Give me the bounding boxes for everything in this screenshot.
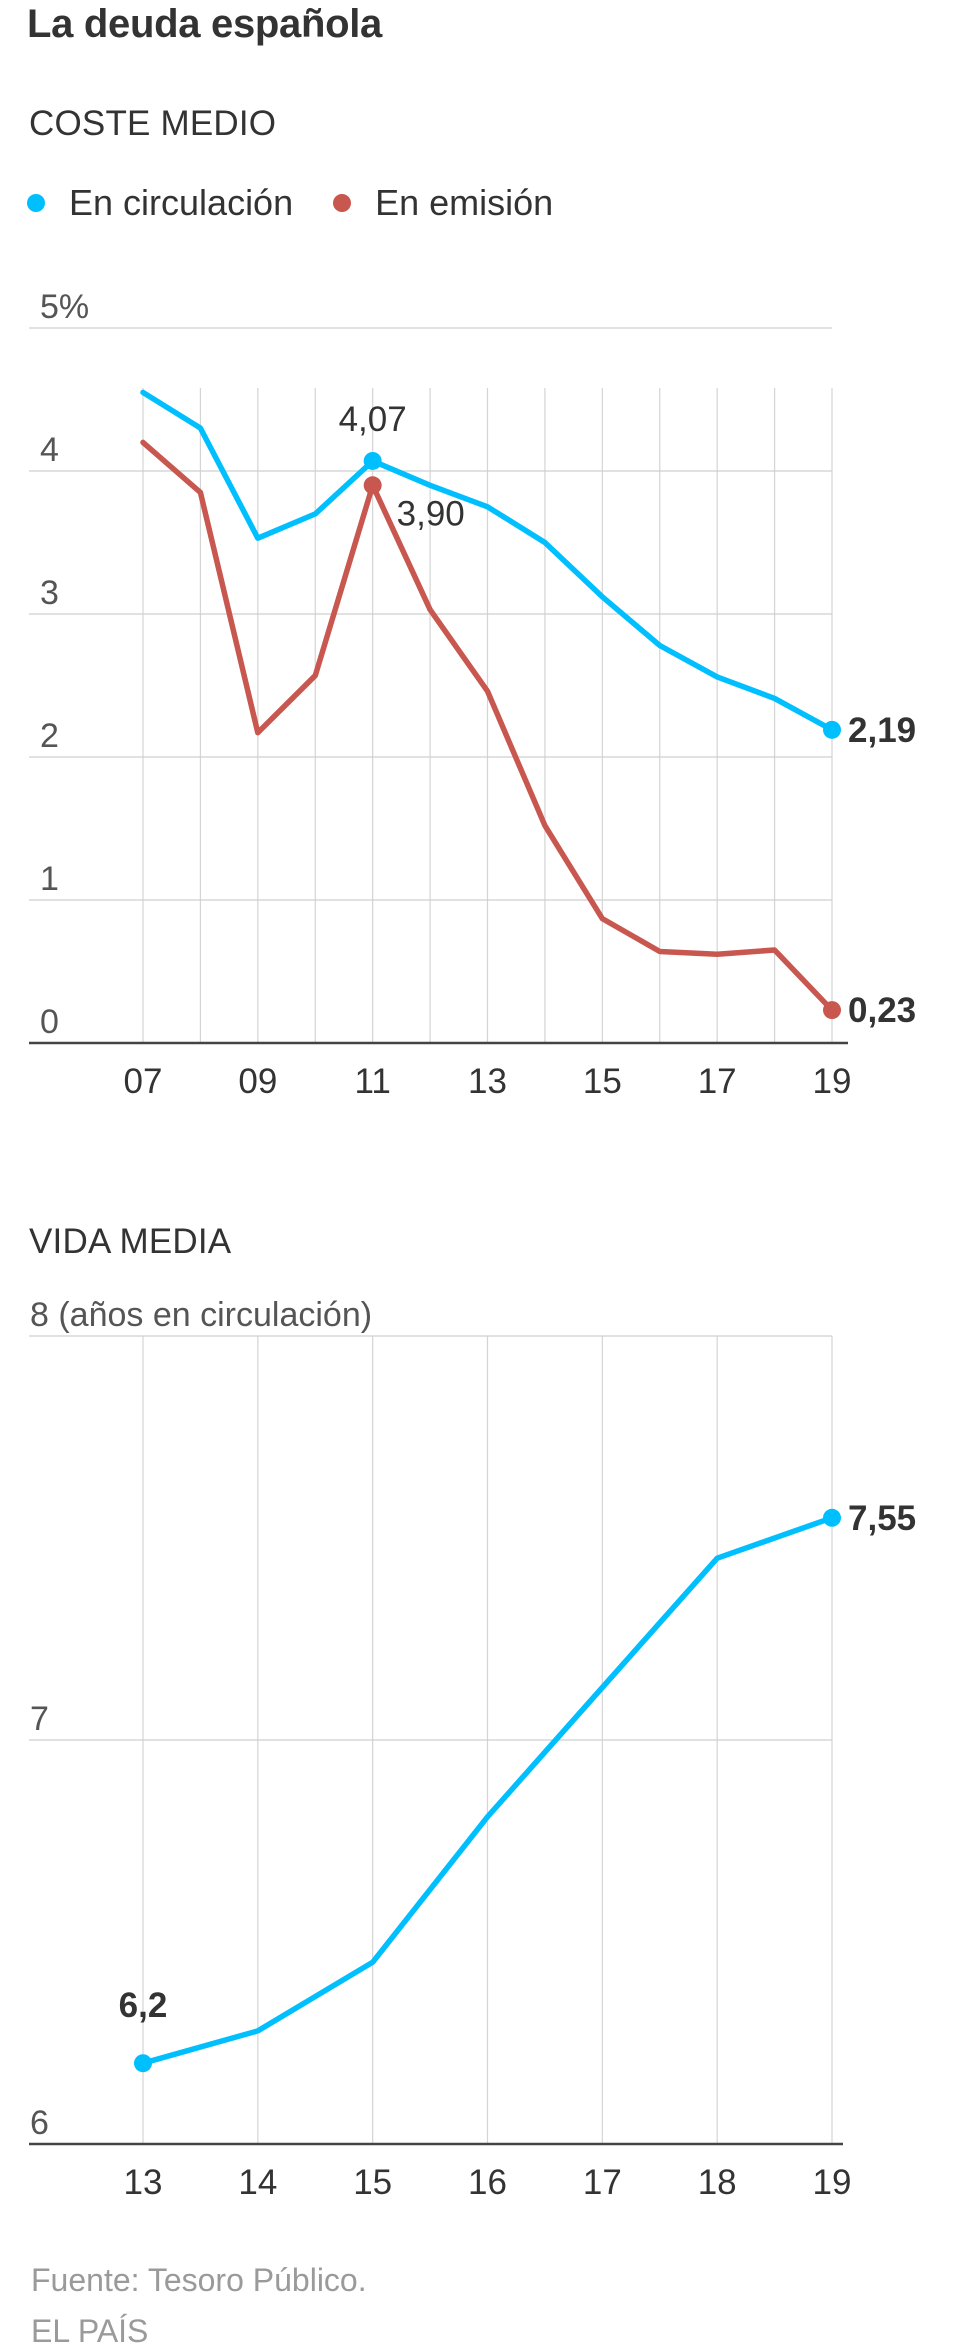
data-point-marker — [363, 451, 382, 470]
data-label: 4,07 — [339, 400, 407, 439]
x-tick-label: 09 — [238, 1062, 277, 1101]
data-label: 7,55 — [848, 1499, 916, 1538]
y-tick-label: 4 — [40, 431, 59, 469]
x-tick-label: 13 — [124, 2163, 163, 2202]
x-tick-label: 17 — [698, 1062, 737, 1101]
legend-dot-icon — [27, 194, 45, 212]
x-tick-label: 19 — [813, 1062, 852, 1101]
y-tick-label: 0 — [40, 1003, 59, 1041]
x-tick-label: 15 — [583, 1062, 622, 1101]
data-label: 6,2 — [119, 1986, 168, 2025]
x-tick-label: 17 — [583, 2163, 622, 2202]
data-label: 2,19 — [848, 711, 916, 750]
data-point-marker — [823, 1001, 841, 1020]
data-point-marker — [363, 476, 382, 495]
y-tick-label: 7 — [30, 1700, 49, 1738]
source-note: Fuente: Tesoro Público. — [31, 2262, 367, 2298]
legend-label-en-emision: En emisión — [375, 182, 554, 223]
x-tick-label: 19 — [813, 2163, 852, 2202]
y-tick-label: 3 — [40, 574, 59, 612]
chart1-section-title: COSTE MEDIO — [29, 104, 277, 143]
x-tick-label: 18 — [698, 2163, 737, 2202]
series-line-1 — [140, 1515, 835, 2066]
legend-item-en-circulacion: En circulación — [27, 182, 293, 224]
data-label: 3,90 — [397, 494, 465, 533]
page-title: La deuda española — [27, 2, 382, 46]
x-tick-label: 14 — [238, 2163, 277, 2202]
y-tick-label: 1 — [40, 860, 59, 898]
x-tick-label: 15 — [353, 2163, 392, 2202]
y-tick-label: 5% — [40, 288, 89, 326]
y-tick-label: 6 — [30, 2104, 49, 2142]
legend-item-en-emision: En emisión — [333, 182, 553, 224]
data-point-marker — [823, 1508, 841, 1527]
chart1-coste-medio: 5% 4 3 2 1 0 07 09 11 13 15 17 19 4,07 3,90 2,19 0,23 — [29, 288, 916, 1101]
chart1-legend: En circulación En emisión — [27, 180, 593, 226]
chart2-section-title: VIDA MEDIA — [29, 1222, 232, 1261]
data-label: 0,23 — [848, 991, 916, 1030]
series-line-2 — [140, 439, 835, 1013]
x-tick-label: 07 — [124, 1062, 163, 1101]
x-tick-label: 11 — [354, 1062, 390, 1101]
legend-label-en-circulacion: En circulación — [69, 182, 294, 223]
x-tick-label: 13 — [468, 1062, 507, 1101]
publisher-name: EL PAÍS — [31, 2313, 149, 2349]
data-point-marker — [134, 2054, 152, 2073]
x-tick-label: 16 — [468, 2163, 507, 2202]
series-line-1 — [140, 389, 835, 733]
y-tick-label: 8 (años en circulación) — [30, 1296, 372, 1334]
legend-dot-icon — [333, 194, 352, 212]
data-point-marker — [823, 720, 841, 739]
y-tick-label: 2 — [40, 717, 59, 755]
